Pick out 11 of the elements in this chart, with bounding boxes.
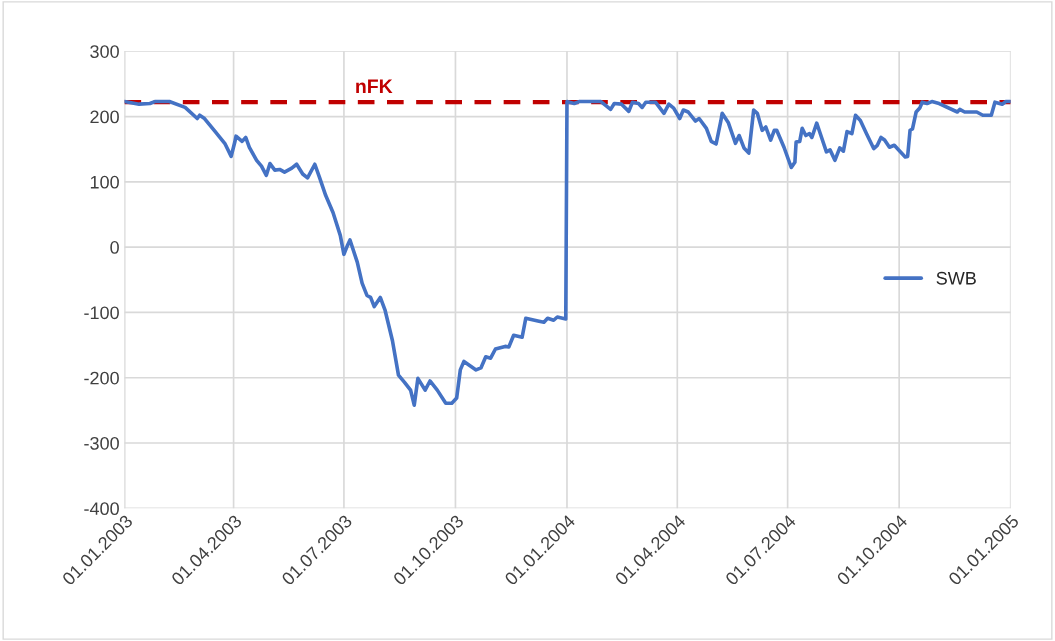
y-tick-label: 100 — [90, 175, 119, 189]
y-tick-label: 300 — [90, 45, 119, 58]
y-tick-label: -300 — [84, 436, 119, 450]
line-series — [124, 99, 1011, 407]
legend-label: SWB — [936, 271, 976, 285]
y-tick-label: 0 — [110, 241, 119, 254]
y-tick-label: -400 — [84, 502, 119, 516]
y-tick-label: 200 — [90, 110, 119, 124]
y-tick-label: -200 — [84, 371, 119, 385]
ref-line-label: nFK — [356, 79, 393, 93]
y-tick-label: -100 — [84, 306, 119, 320]
